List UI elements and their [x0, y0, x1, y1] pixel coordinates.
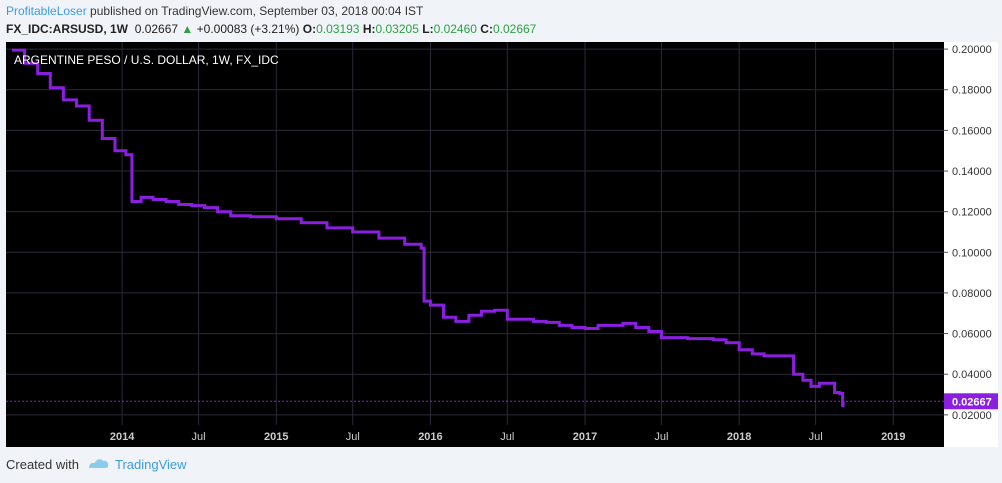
x-tick-label: 2018 [727, 431, 751, 443]
change-value: +0.00083 (+3.21%) [196, 22, 300, 36]
low-value: 0.02460 [433, 22, 477, 36]
close-label: C: [480, 22, 493, 36]
y-tick-label: 0.14000 [952, 166, 992, 178]
chart-title: ARGENTINE PESO / U.S. DOLLAR, 1W, FX_IDC [14, 53, 279, 67]
high-label: H: [362, 22, 376, 36]
y-tick-label: 0.04000 [952, 369, 992, 381]
x-tick-label: 2015 [264, 431, 288, 443]
price-axis-background [944, 42, 998, 447]
y-tick-label: 0.18000 [952, 85, 992, 97]
price-chart[interactable]: 0.20000 0.18000 0.16000 0.14000 0.12000 0.100… [6, 42, 998, 447]
tradingview-link[interactable]: TradingView [114, 457, 187, 472]
price-series [11, 48, 845, 407]
x-tick-label: Jul [346, 431, 360, 443]
open-label: O: [302, 22, 317, 36]
last-price-marker: 0.02667 [6, 393, 998, 410]
chart-container[interactable]: 0.20000 0.18000 0.16000 0.14000 0.12000 0.100… [6, 42, 998, 447]
y-tick-label: 0.08000 [952, 288, 992, 300]
y-tick-label: 0.20000 [952, 44, 992, 56]
x-tick-label: 2014 [110, 431, 135, 443]
up-arrow-icon: ▲ [181, 22, 194, 36]
high-value: 0.03205 [375, 22, 419, 36]
symbol-label: FX_IDC:ARSUSD, 1W [6, 22, 129, 36]
published-text: published on TradingView.com, September … [86, 4, 424, 18]
author-link[interactable]: ProfitableLoser [6, 4, 87, 18]
y-tick-label: 0.12000 [952, 207, 992, 219]
x-tick-label: Jul [500, 431, 514, 443]
time-axis: 2014 Jul 2015 Jul 2016 Jul 2017 Jul 2018 Jul 2019 [110, 431, 906, 443]
time-axis-background [6, 425, 944, 447]
price-line [11, 48, 845, 407]
tradingview-logo-icon[interactable] [87, 456, 111, 473]
open-value: 0.03193 [316, 22, 360, 36]
x-tick-label: 2019 [881, 431, 905, 443]
close-value: 0.02667 [492, 22, 537, 36]
last-price-badge [944, 393, 998, 410]
plot-background [6, 42, 944, 447]
created-with-label: Created with [6, 457, 79, 472]
last-price: 0.02667 [134, 22, 179, 36]
footer: Created with TradingView [6, 456, 187, 473]
x-tick-label: 2016 [418, 431, 442, 443]
y-tick-label: 0.02000 [952, 410, 992, 422]
low-label: L: [422, 22, 434, 36]
y-tick-label: 0.16000 [952, 125, 992, 137]
y-tick-label: 0.10000 [952, 247, 992, 259]
x-tick-label: Jul [192, 431, 206, 443]
x-tick-label: 2017 [573, 431, 597, 443]
y-tick-label: 0.06000 [952, 329, 992, 341]
x-tick-label: Jul [809, 431, 823, 443]
price-axis: 0.20000 0.18000 0.16000 0.14000 0.12000 0.100… [944, 44, 992, 422]
publish-info: ProfitableLoser published on TradingView… [6, 2, 423, 20]
quote-bar: FX_IDC:ARSUSD, 1W 0.02667 ▲ +0.00083 (+3… [6, 20, 536, 38]
last-price-label: 0.02667 [952, 396, 992, 408]
x-tick-label: Jul [654, 431, 668, 443]
